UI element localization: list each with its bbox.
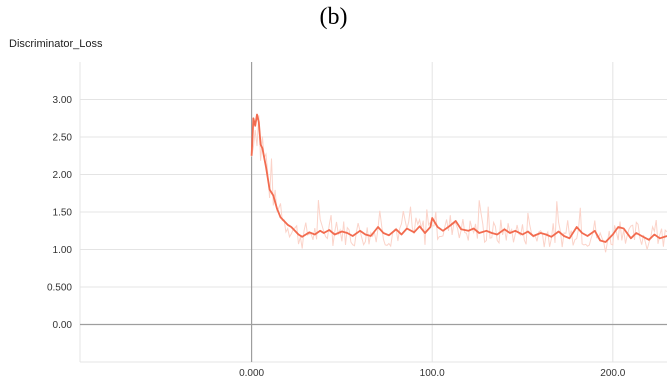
chart-title: Discriminator_Loss [9,38,103,50]
x-tick-label: 0.000 [239,368,264,379]
y-tick-label: 2.50 [53,133,73,144]
x-tick-label: 100.0 [420,368,445,379]
smoothed-loss-line [250,113,667,243]
y-tick-label: 0.500 [47,283,72,294]
x-tick-label: 200.0 [600,368,625,379]
panel-label: (b) [319,4,348,30]
y-tick-label: 1.00 [53,245,73,256]
raw-loss-line [251,115,667,253]
y-tick-label: 0.00 [53,320,73,331]
y-tick-label: 3.00 [53,95,73,106]
y-tick-label: 1.50 [53,208,73,219]
y-tick-label: 2.00 [53,170,73,181]
